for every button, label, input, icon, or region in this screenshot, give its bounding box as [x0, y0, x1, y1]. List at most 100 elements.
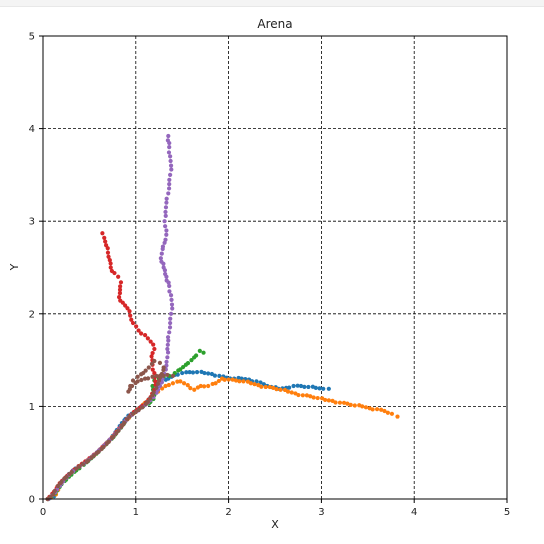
data-point [379, 407, 384, 412]
data-point [222, 377, 227, 382]
data-point [167, 177, 172, 182]
data-point [122, 420, 127, 425]
data-point [91, 453, 97, 458]
data-point [100, 231, 105, 236]
data-point [169, 302, 175, 307]
data-point [185, 383, 190, 388]
data-point [118, 298, 123, 303]
data-point [103, 239, 108, 244]
data-point [161, 365, 166, 370]
data-point [317, 386, 322, 391]
data-point [295, 383, 300, 388]
data-point [106, 439, 111, 444]
x-tick-label: 3 [318, 507, 324, 518]
data-point [104, 243, 109, 248]
data-point [166, 133, 171, 139]
data-point [389, 411, 395, 416]
data-point [164, 278, 169, 283]
data-point [170, 373, 176, 378]
data-point [395, 414, 400, 419]
data-point [130, 378, 136, 383]
data-point [165, 350, 171, 355]
data-point [285, 389, 291, 394]
data-point [198, 383, 203, 389]
data-point [278, 387, 283, 392]
data-point [165, 342, 170, 347]
data-point [370, 407, 375, 412]
data-point [321, 386, 326, 391]
data-point [152, 358, 157, 364]
data-point [170, 381, 176, 386]
data-point [106, 254, 111, 259]
data-point [107, 257, 112, 263]
data-point [190, 370, 196, 375]
data-point [164, 196, 169, 201]
data-point [326, 386, 331, 391]
data-point [117, 290, 123, 296]
data-point [148, 396, 153, 401]
data-point [213, 381, 218, 386]
data-point [168, 320, 173, 326]
data-point [109, 268, 114, 274]
data-point [181, 381, 187, 386]
data-point [189, 358, 194, 363]
y-tick-label: 3 [29, 217, 35, 228]
data-point [116, 295, 122, 300]
data-point [164, 232, 169, 237]
plot-frame [42, 35, 508, 500]
data-point [180, 370, 185, 376]
data-point [64, 474, 69, 479]
data-point [151, 342, 156, 347]
data-point [146, 365, 151, 370]
data-point [136, 407, 141, 413]
data-point [287, 385, 292, 390]
y-axis-label: Y [8, 263, 21, 271]
data-point [101, 444, 106, 449]
data-point [233, 378, 239, 383]
data-point [165, 372, 170, 378]
data-point [140, 405, 145, 410]
data-point [108, 261, 113, 266]
data-point [241, 379, 246, 384]
data-point [162, 219, 167, 224]
data-points [45, 133, 400, 502]
data-point [163, 209, 168, 215]
data-point [163, 213, 168, 218]
data-point [323, 397, 328, 403]
data-point [51, 492, 56, 497]
data-point [168, 154, 173, 159]
data-point [160, 244, 166, 249]
data-point [118, 280, 124, 285]
data-point [108, 265, 113, 270]
y-tick-label: 1 [29, 402, 35, 413]
data-point [166, 150, 172, 155]
data-point [164, 359, 169, 364]
data-point [187, 370, 192, 375]
data-point [69, 470, 74, 475]
data-point [139, 377, 144, 383]
data-point [289, 390, 294, 395]
data-point [168, 311, 174, 316]
data-point [165, 346, 170, 352]
data-point [77, 464, 82, 469]
data-point [145, 336, 150, 341]
data-point [248, 381, 253, 386]
data-point [157, 360, 163, 365]
data-point [374, 407, 380, 412]
data-point [166, 382, 171, 388]
data-point [360, 404, 365, 409]
data-point [267, 384, 272, 390]
data-point [145, 399, 150, 404]
data-point [150, 367, 155, 372]
data-point [274, 387, 279, 392]
data-point [157, 373, 163, 378]
data-point [164, 228, 169, 233]
data-point [139, 372, 144, 377]
data-point [168, 293, 174, 298]
data-point [185, 361, 191, 366]
data-point [123, 303, 128, 308]
data-point [55, 483, 60, 489]
data-point [326, 398, 331, 403]
data-point [111, 434, 116, 439]
data-point [181, 364, 186, 370]
